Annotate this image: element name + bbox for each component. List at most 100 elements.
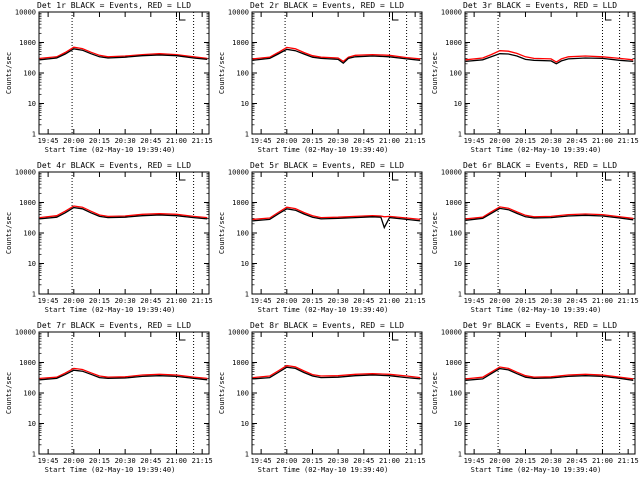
y-tick-label: 1 bbox=[245, 451, 249, 459]
x-tick-label: 20:00 bbox=[63, 137, 84, 145]
y-tick-label: 1000 bbox=[445, 39, 462, 47]
x-tick-label: 20:30 bbox=[541, 457, 562, 465]
y-tick-label: 10 bbox=[241, 420, 249, 428]
x-tick-label: 20:30 bbox=[328, 137, 349, 145]
y-tick-label: 1 bbox=[245, 131, 249, 139]
y-tick-label: 1 bbox=[245, 291, 249, 299]
chart-title: Det 8r BLACK = Events, RED = LLD bbox=[250, 321, 404, 330]
y-tick-label: 10000 bbox=[228, 169, 249, 177]
x-tick-label: 20:45 bbox=[566, 297, 587, 305]
chart-title: Det 9r BLACK = Events, RED = LLD bbox=[463, 321, 617, 330]
x-tick-label: 21:00 bbox=[592, 457, 613, 465]
x-tick-label: 21:15 bbox=[192, 137, 213, 145]
series-line-lld bbox=[39, 46, 208, 60]
x-tick-label: 19:45 bbox=[251, 457, 272, 465]
series-line-lld bbox=[252, 46, 421, 63]
y-tick-label: 100 bbox=[449, 70, 462, 78]
y-axis-label: Counts/sec bbox=[5, 372, 13, 414]
y-tick-label: 100 bbox=[23, 70, 36, 78]
y-tick-label: 100 bbox=[449, 390, 462, 398]
x-tick-label: 20:00 bbox=[63, 457, 84, 465]
x-tick-label: 20:15 bbox=[302, 137, 323, 145]
chart-panel: Det 4r BLACK = Events, RED = LLD 1 10 100 10… bbox=[5, 161, 213, 314]
x-tick-label: 21:15 bbox=[618, 297, 639, 305]
plot-frame bbox=[251, 171, 423, 295]
chart-title: Det 5r BLACK = Events, RED = LLD bbox=[250, 161, 404, 170]
x-axis-label: Start Time (02-May-10 19:39:40) bbox=[45, 146, 176, 154]
x-tick-label: 20:30 bbox=[541, 137, 562, 145]
x-tick-label: 20:45 bbox=[353, 457, 374, 465]
y-tick-label: 10 bbox=[241, 260, 249, 268]
interval-bracket bbox=[178, 172, 186, 181]
x-tick-label: 19:45 bbox=[464, 137, 485, 145]
y-axis-label: Counts/sec bbox=[218, 212, 226, 254]
series-line-lld bbox=[39, 205, 208, 219]
x-tick-label: 20:15 bbox=[89, 457, 110, 465]
interval-bracket bbox=[604, 172, 612, 181]
series-line-lld bbox=[465, 50, 634, 63]
chart-panel: Det 7r BLACK = Events, RED = LLD 1 10 100 10… bbox=[5, 321, 213, 474]
x-tick-label: 20:00 bbox=[276, 457, 297, 465]
y-tick-label: 100 bbox=[236, 390, 249, 398]
x-tick-label: 21:15 bbox=[618, 137, 639, 145]
series-line-events bbox=[252, 208, 421, 230]
x-tick-label: 20:15 bbox=[515, 457, 536, 465]
x-tick-label: 20:00 bbox=[276, 137, 297, 145]
x-tick-label: 20:30 bbox=[328, 457, 349, 465]
y-tick-label: 1000 bbox=[19, 199, 36, 207]
interval-bracket bbox=[391, 172, 399, 181]
x-tick-label: 19:45 bbox=[38, 457, 59, 465]
y-tick-label: 10000 bbox=[441, 169, 462, 177]
plot-frame bbox=[251, 331, 423, 455]
chart-title: Det 4r BLACK = Events, RED = LLD bbox=[37, 161, 191, 170]
y-tick-label: 10 bbox=[454, 100, 462, 108]
x-axis-label: Start Time (02-May-10 19:39:40) bbox=[471, 466, 602, 474]
x-tick-label: 20:30 bbox=[115, 137, 136, 145]
x-tick-label: 21:00 bbox=[166, 297, 187, 305]
x-tick-label: 20:00 bbox=[489, 297, 510, 305]
x-tick-label: 21:15 bbox=[405, 297, 426, 305]
series-line-lld bbox=[465, 366, 634, 380]
x-tick-label: 21:00 bbox=[166, 457, 187, 465]
x-axis-label: Start Time (02-May-10 19:39:40) bbox=[45, 306, 176, 314]
y-tick-label: 1 bbox=[32, 451, 36, 459]
y-tick-label: 10000 bbox=[15, 329, 36, 337]
x-tick-label: 21:00 bbox=[379, 457, 400, 465]
x-tick-label: 20:00 bbox=[63, 297, 84, 305]
series-line-lld bbox=[465, 206, 634, 220]
x-tick-label: 20:30 bbox=[115, 297, 136, 305]
series-line-events bbox=[252, 366, 421, 380]
series-line-events bbox=[465, 207, 634, 221]
y-tick-label: 10000 bbox=[441, 9, 462, 17]
series-line-events bbox=[465, 53, 634, 65]
x-tick-label: 21:00 bbox=[379, 297, 400, 305]
interval-bracket bbox=[604, 332, 612, 341]
series-line-events bbox=[39, 369, 208, 381]
x-tick-label: 20:30 bbox=[541, 297, 562, 305]
y-tick-label: 1000 bbox=[232, 199, 249, 207]
chart-panel: Det 2r BLACK = Events, RED = LLD 1 10 100 10… bbox=[218, 1, 426, 154]
x-axis-label: Start Time (02-May-10 19:39:40) bbox=[471, 306, 602, 314]
plot-frame bbox=[38, 11, 210, 135]
x-tick-label: 21:00 bbox=[379, 137, 400, 145]
y-tick-label: 1 bbox=[32, 291, 36, 299]
y-tick-label: 1000 bbox=[19, 359, 36, 367]
y-tick-label: 10 bbox=[28, 100, 36, 108]
y-tick-label: 10 bbox=[241, 100, 249, 108]
x-tick-label: 19:45 bbox=[464, 297, 485, 305]
x-tick-label: 21:15 bbox=[618, 457, 639, 465]
x-axis-label: Start Time (02-May-10 19:39:40) bbox=[45, 466, 176, 474]
x-tick-label: 20:15 bbox=[89, 297, 110, 305]
y-tick-label: 10 bbox=[28, 260, 36, 268]
x-tick-label: 21:15 bbox=[192, 457, 213, 465]
series-line-lld bbox=[252, 206, 421, 221]
plot-frame bbox=[251, 11, 423, 135]
x-tick-label: 19:45 bbox=[464, 457, 485, 465]
y-tick-label: 10000 bbox=[15, 9, 36, 17]
x-tick-label: 20:15 bbox=[515, 137, 536, 145]
y-tick-label: 100 bbox=[23, 390, 36, 398]
series-line-lld bbox=[252, 364, 421, 379]
interval-bracket bbox=[391, 12, 399, 21]
plot-frame bbox=[464, 331, 636, 455]
